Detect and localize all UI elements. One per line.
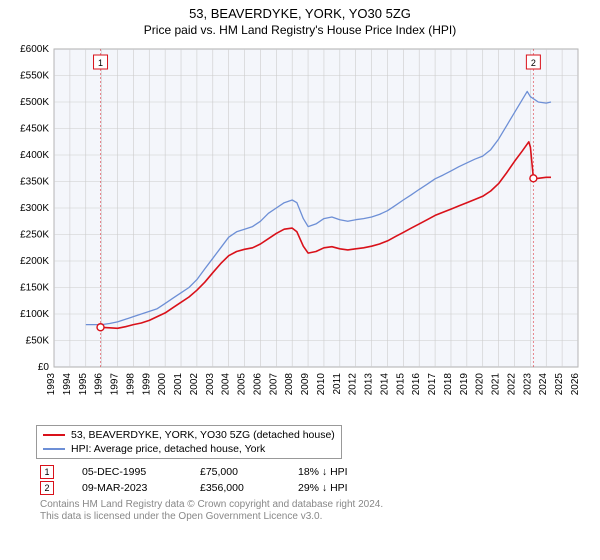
svg-text:1993: 1993 [46,373,57,396]
transaction-row: 2 09-MAR-2023 £356,000 29% ↓ HPI [36,481,588,495]
svg-text:2021: 2021 [491,373,502,396]
svg-text:2020: 2020 [475,373,486,396]
svg-text:2025: 2025 [554,373,565,396]
svg-text:2013: 2013 [364,373,375,396]
svg-text:1997: 1997 [110,373,121,396]
license-line1: Contains HM Land Registry data © Crown c… [40,499,588,511]
svg-text:2009: 2009 [300,373,311,396]
legend-swatch-price-paid [43,434,65,436]
svg-text:2019: 2019 [459,373,470,396]
price-chart: £0 £50K £100K £150K £200K £250K £300K £350K £400… [0,41,600,421]
page-title: 53, BEAVERDYKE, YORK, YO30 5ZG [0,0,600,21]
legend-label-price-paid: 53, BEAVERDYKE, YORK, YO30 5ZG (detached… [71,428,335,442]
svg-text:£450K: £450K [20,124,49,135]
svg-text:£350K: £350K [20,177,49,188]
license-line2: This data is licensed under the Open Gov… [40,511,588,523]
svg-text:1994: 1994 [62,373,73,396]
svg-text:£150K: £150K [20,283,49,294]
svg-text:1995: 1995 [78,373,89,396]
svg-text:2022: 2022 [506,373,517,396]
legend-row-price-paid: 53, BEAVERDYKE, YORK, YO30 5ZG (detached… [43,428,335,442]
marker-badge: 2 [40,481,54,495]
svg-text:2011: 2011 [332,373,343,395]
svg-text:2010: 2010 [316,373,327,396]
svg-text:£600K: £600K [20,44,49,55]
svg-text:2018: 2018 [443,373,454,396]
svg-text:£550K: £550K [20,71,49,82]
svg-text:2: 2 [531,58,536,68]
svg-text:£200K: £200K [20,256,49,267]
legend-row-hpi: HPI: Average price, detached house, York [43,442,335,456]
svg-text:2008: 2008 [284,373,295,396]
transaction-row: 1 05-DEC-1995 £75,000 18% ↓ HPI [36,465,588,479]
page-subtitle: Price paid vs. HM Land Registry's House … [0,21,600,41]
svg-text:2023: 2023 [522,373,533,396]
legend-box: 53, BEAVERDYKE, YORK, YO30 5ZG (detached… [36,425,342,459]
transaction-date: 05-DEC-1995 [82,466,172,478]
chart-container: £0 £50K £100K £150K £200K £250K £300K £350K £400… [0,41,600,421]
transaction-rows: 1 05-DEC-1995 £75,000 18% ↓ HPI 2 09-MAR-2023… [36,465,588,495]
footer: 53, BEAVERDYKE, YORK, YO30 5ZG (detached… [0,421,600,523]
legend-label-hpi: HPI: Average price, detached house, York [71,442,265,456]
svg-text:£250K: £250K [20,230,49,241]
svg-text:2007: 2007 [268,373,279,396]
legend-swatch-hpi [43,448,65,450]
svg-text:£400K: £400K [20,150,49,161]
svg-text:2006: 2006 [252,373,263,396]
transaction-date: 09-MAR-2023 [82,482,172,494]
svg-text:£100K: £100K [20,309,49,320]
svg-text:£50K: £50K [26,336,50,347]
marker-badge: 1 [40,465,54,479]
svg-text:2014: 2014 [379,373,390,396]
svg-text:2015: 2015 [395,373,406,396]
svg-text:2001: 2001 [173,373,184,396]
transaction-price: £75,000 [200,466,270,478]
svg-text:2016: 2016 [411,373,422,396]
license-text: Contains HM Land Registry data © Crown c… [36,499,588,523]
svg-text:2003: 2003 [205,373,216,396]
svg-text:2012: 2012 [348,373,359,396]
transaction-price: £356,000 [200,482,270,494]
svg-text:2000: 2000 [157,373,168,396]
svg-text:2024: 2024 [538,373,549,396]
transaction-delta: 18% ↓ HPI [298,466,348,478]
svg-text:£500K: £500K [20,97,49,108]
svg-text:2004: 2004 [221,373,232,396]
svg-text:1999: 1999 [141,373,152,396]
svg-text:£0: £0 [38,362,50,373]
transaction-delta: 29% ↓ HPI [298,482,348,494]
svg-text:2002: 2002 [189,373,200,396]
svg-text:1: 1 [98,58,103,68]
svg-text:1998: 1998 [125,373,136,396]
svg-text:2005: 2005 [237,373,248,396]
svg-text:1996: 1996 [94,373,105,396]
svg-text:2017: 2017 [427,373,438,396]
svg-text:£300K: £300K [20,203,49,214]
svg-text:2026: 2026 [570,373,581,396]
